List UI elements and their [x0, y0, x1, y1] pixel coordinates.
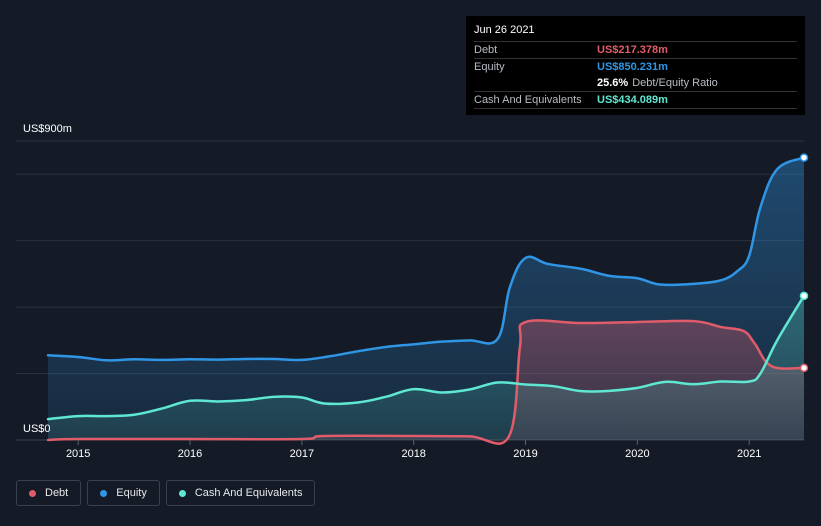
tooltip-ratio-row: 25.6% Debt/Equity Ratio: [474, 75, 797, 91]
cash-dot-icon: [178, 489, 186, 497]
x-tick-label: 2015: [66, 448, 90, 460]
debt-dot-icon: [29, 489, 36, 497]
cash-area: [48, 295, 804, 440]
x-tick-label: 2021: [737, 448, 761, 460]
series-lines: [46, 156, 806, 445]
x-tick-label: 2019: [513, 448, 537, 460]
tooltip-date: Jun 26 2021: [474, 24, 535, 36]
legend-item-debt[interactable]: Debt: [16, 480, 82, 506]
tooltip-equity-value: US$850.231m: [597, 61, 668, 73]
debt-line: [46, 319, 806, 445]
tooltip-ratio-value: 25.6%: [597, 77, 629, 89]
tooltip-debt-label: Debt: [474, 44, 498, 56]
x-tick-label: 2018: [401, 448, 425, 460]
tooltip-panel: Jun 26 2021 Debt US$217.378m Equity US$8…: [466, 16, 805, 115]
x-tick-label: 2017: [290, 448, 314, 460]
series-areas: [48, 157, 804, 444]
tooltip-debt-row: Debt US$217.378m: [474, 41, 797, 58]
legend-item-equity[interactable]: Equity: [87, 480, 160, 506]
y-axis-top-label: US$900m: [23, 123, 72, 135]
y-axis-bottom-label: US$0: [23, 423, 51, 435]
legend-cash-label: Cash And Equivalents: [194, 487, 303, 499]
equity-end-marker: [799, 153, 809, 162]
x-axis: 2015 2016 2017 2018 2019 2020 2021: [66, 440, 761, 460]
tooltip-debt-value: US$217.378m: [597, 44, 668, 56]
equity-line: [46, 156, 806, 362]
cash-end-marker: [799, 291, 809, 301]
tooltip-cash-row: Cash And Equivalents US$434.089m: [474, 91, 797, 109]
x-tick-label: 2016: [178, 448, 202, 460]
tooltip-equity-row: Equity US$850.231m: [474, 58, 797, 75]
tooltip-cash-label: Cash And Equivalents: [474, 94, 582, 106]
tooltip-cash-value: US$434.089m: [597, 94, 668, 106]
tooltip-equity-label: Equity: [474, 61, 505, 73]
tooltip-ratio-label: Debt/Equity Ratio: [632, 77, 718, 89]
series-end-markers: [799, 153, 809, 373]
legend: Debt Equity Cash And Equivalents: [16, 480, 316, 506]
legend-equity-label: Equity: [116, 487, 147, 499]
legend-debt-label: Debt: [45, 487, 69, 499]
debt-end-marker: [799, 363, 809, 373]
equity-dot-icon: [100, 489, 108, 497]
legend-item-cash[interactable]: Cash And Equivalents: [165, 480, 316, 506]
cash-line: [46, 294, 806, 421]
x-tick-label: 2020: [625, 448, 649, 460]
